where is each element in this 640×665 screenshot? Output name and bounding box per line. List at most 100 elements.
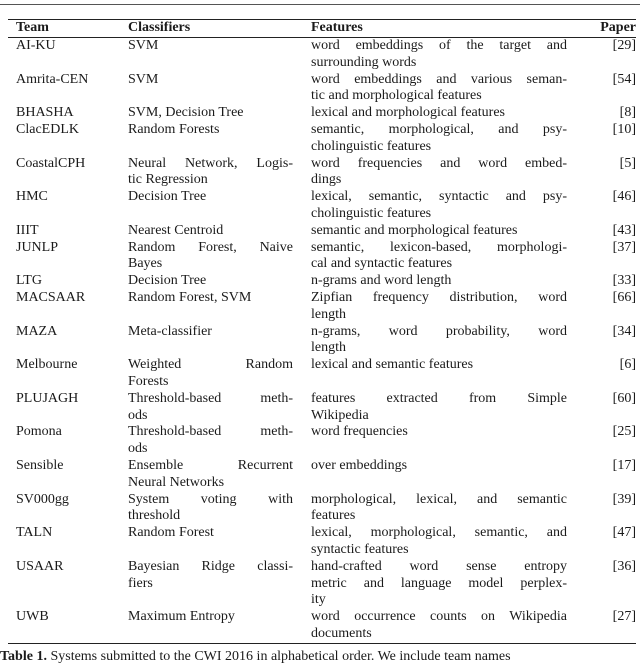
features-line: dings: [311, 172, 342, 188]
classifiers-line: Threshold-based meth-: [128, 424, 293, 440]
features-line: lexical, semantic, syntactic and psy-: [311, 189, 567, 205]
classifiers-line: Random Forests: [128, 121, 220, 137]
classifiers-line: Bayes: [128, 256, 163, 272]
team-name: PLUJAGH: [16, 390, 79, 406]
paper-ref: [66]: [612, 289, 636, 305]
table-body: AI-KU SVM word embeddings of the target an…: [8, 38, 636, 644]
features-cell: morphological, lexical, and semantic feat…: [311, 492, 581, 526]
classifiers-line: Forests: [128, 373, 169, 389]
header-classifiers: Classifiers: [128, 20, 191, 35]
classifiers-line: ods: [128, 407, 148, 423]
features-cell: lexical, morphological, semantic, and syn…: [311, 525, 581, 559]
header-features: Features: [311, 20, 363, 35]
paper-ref: [25]: [612, 424, 636, 440]
table-row: Amrita-CEN SVM word embeddings and various…: [8, 72, 636, 106]
table-row: HMC Decision Tree lexical, semantic, synta…: [8, 189, 636, 223]
features-cell: n-grams and word length: [311, 273, 581, 290]
paper-ref: [8]: [619, 105, 636, 121]
features-cell: features extracted from Simple Wikipedia: [311, 391, 581, 425]
classifiers-line: Nearest Centroid: [128, 222, 224, 238]
header-paper: Paper: [600, 20, 636, 35]
team-name: MAZA: [16, 323, 58, 339]
table-row: USAAR Bayesian Ridge classi-fiers hand-cra…: [8, 559, 636, 609]
classifiers-line: Neural Networks: [128, 474, 225, 490]
features-line: n-grams, word probability, word: [311, 323, 567, 339]
table-row: CoastalCPH Neural Network, Logis-tic Regr…: [8, 156, 636, 190]
classifiers-cell: Meta-classifier: [128, 324, 311, 358]
features-cell: word embeddings and various seman-tic an…: [311, 72, 581, 106]
team-name: HMC: [16, 189, 48, 205]
classifiers-line: SVM: [128, 71, 159, 87]
features-line: word embeddings and various seman-: [311, 71, 567, 87]
classifiers-line: Maximum Entropy: [128, 609, 235, 625]
table-row: UWB Maximum Entropy word occurrence counts…: [8, 609, 636, 643]
paper-ref: [27]: [612, 609, 636, 625]
paper-ref: [6]: [619, 357, 636, 373]
features-line: length: [311, 340, 346, 356]
paper-ref: [34]: [612, 323, 636, 339]
paper-ref: [33]: [612, 273, 636, 289]
classifiers-cell: Random Forest: [128, 525, 311, 559]
table-row: Melbourne Weighted Random Forests lexical a…: [8, 357, 636, 391]
features-cell: semantic, lexicon-based, morphologi-cal …: [311, 240, 581, 274]
header-team: Team: [16, 20, 49, 35]
features-cell: word frequencies and word embed-dings: [311, 156, 581, 190]
systems-table: Team Classifiers Features Paper AI-KU SVM…: [8, 19, 636, 644]
team-name: AI-KU: [16, 38, 56, 53]
table-row: BHASHA SVM, Decision Tree lexical and morp…: [8, 105, 636, 122]
classifiers-cell: Threshold-based meth-ods: [128, 391, 311, 425]
features-cell: lexical and semantic features: [311, 357, 581, 391]
paper-ref: [47]: [612, 525, 636, 541]
classifiers-line: Random Forest, SVM: [128, 289, 252, 305]
features-line: metric and language model perplex-: [311, 575, 567, 591]
features-line: lexical and morphological features: [311, 105, 505, 121]
team-name: Amrita-CEN: [16, 71, 89, 87]
classifiers-line: tic Regression: [128, 172, 208, 188]
team-name: BHASHA: [16, 105, 74, 121]
features-line: lexical and semantic features: [311, 357, 474, 373]
team-name: JUNLP: [16, 239, 59, 255]
features-cell: semantic, morphological, and psy-choling…: [311, 122, 581, 156]
classifiers-cell: Random Forest, SVM: [128, 290, 311, 324]
caption-text: Systems submitted to the CWI 2016 in alp…: [46, 648, 511, 664]
table-row: TALN Random Forest lexical, morphological,…: [8, 525, 636, 559]
features-line: cal and syntactic features: [311, 256, 453, 272]
classifiers-cell: Random Forest, Naive Bayes: [128, 240, 311, 274]
features-cell: Zipfian frequency distribution, word leng…: [311, 290, 581, 324]
paper-ref: [17]: [612, 457, 636, 473]
table-row: SV000gg System voting with threshold morpho…: [8, 492, 636, 526]
paper-ref: [37]: [612, 239, 636, 255]
paper-ref: [46]: [612, 189, 636, 205]
features-cell: word frequencies: [311, 424, 581, 458]
classifiers-line: System voting with: [128, 491, 293, 507]
classifiers-line: Neural Network, Logis-: [128, 155, 293, 171]
classifiers-line: Meta-classifier: [128, 323, 212, 339]
features-cell: hand-crafted word sense entropy metric an…: [311, 559, 581, 609]
features-line: documents: [311, 625, 372, 641]
features-line: word occurrence counts on Wikipedia: [311, 609, 567, 625]
table-row: Sensible Ensemble Recurrent Neural Network…: [8, 458, 636, 492]
classifiers-cell: Threshold-based meth-ods: [128, 424, 311, 458]
paper-ref: [60]: [612, 390, 636, 406]
classifiers-cell: Weighted Random Forests: [128, 357, 311, 391]
classifiers-cell: Random Forests: [128, 122, 311, 156]
classifiers-cell: Ensemble Recurrent Neural Networks: [128, 458, 311, 492]
table-row: IIIT Nearest Centroid semantic and morphol…: [8, 223, 636, 240]
paper-ref: [29]: [612, 38, 636, 53]
features-line: Zipfian frequency distribution, word: [311, 289, 567, 305]
team-name: Sensible: [16, 457, 64, 473]
paper-ref: [43]: [612, 222, 636, 238]
features-line: length: [311, 306, 346, 322]
features-line: word embeddings of the target and: [311, 38, 567, 53]
features-line: n-grams and word length: [311, 273, 452, 289]
features-cell: word embeddings of the target and surroun…: [311, 38, 581, 72]
features-line: Wikipedia: [311, 407, 369, 423]
classifiers-line: ods: [128, 441, 148, 457]
features-line: ity: [311, 592, 326, 608]
table-row: MACSAAR Random Forest, SVM Zipfian frequen…: [8, 290, 636, 324]
classifiers-cell: Decision Tree: [128, 189, 311, 223]
features-line: semantic and morphological features: [311, 222, 518, 238]
classifiers-cell: Nearest Centroid: [128, 223, 311, 240]
classifiers-line: Bayesian Ridge classi-: [128, 558, 293, 574]
features-cell: word occurrence counts on Wikipedia docum…: [311, 609, 581, 643]
